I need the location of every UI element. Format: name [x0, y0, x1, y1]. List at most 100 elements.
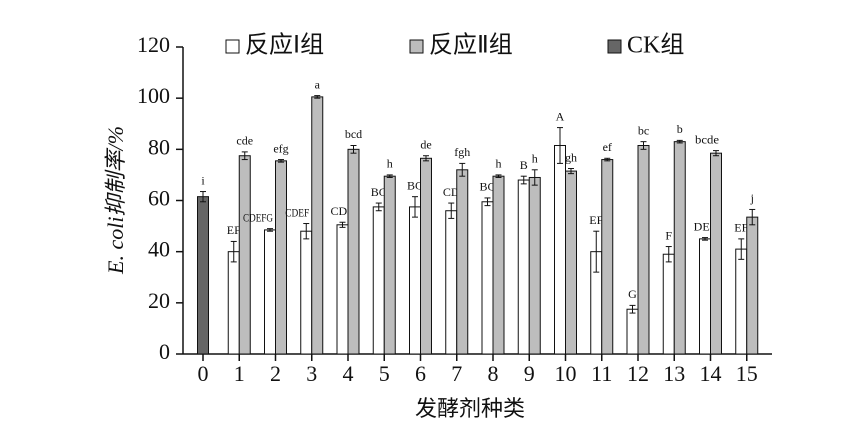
bar: [699, 238, 711, 355]
legend-label: 反应Ⅱ组: [429, 32, 513, 59]
bar: [300, 230, 313, 355]
error-bar: [604, 157, 611, 162]
error-bar: [303, 223, 310, 240]
data-label: bcd: [345, 127, 362, 141]
error-bar: [629, 304, 636, 314]
error-bar: [520, 175, 527, 185]
data-label: CDEFG: [243, 210, 273, 224]
error-bar: [459, 162, 466, 177]
bar: [637, 144, 650, 355]
error-bar: [200, 191, 206, 203]
x-tick-label: 11: [591, 361, 612, 386]
data-label: gh: [565, 150, 577, 164]
bar: [264, 229, 276, 355]
x-axis-label: 发酵剂种类: [415, 396, 525, 421]
data-label: ef: [603, 140, 612, 154]
x-tick-label: 7: [451, 361, 462, 386]
data-label: CDEF: [285, 205, 309, 219]
bar: [275, 160, 287, 355]
bar: [409, 206, 421, 355]
error-bar: [495, 174, 502, 178]
data-label: h: [496, 157, 502, 171]
bar: [565, 170, 577, 355]
error-bar: [713, 150, 719, 157]
data-label: efg: [273, 141, 288, 155]
y-tick-label: 60: [148, 186, 170, 211]
bar: [492, 175, 505, 355]
error-bar: [230, 240, 237, 263]
data-label: BC: [407, 178, 423, 192]
x-tick-label: 2: [270, 361, 281, 386]
data-label: EF: [227, 223, 241, 237]
data-label: cde: [236, 134, 253, 148]
data-label: BC: [479, 180, 495, 194]
bar: [383, 175, 396, 355]
error-bar: [314, 95, 321, 99]
data-label: h: [387, 157, 393, 171]
x-tick-label: 15: [736, 361, 758, 386]
data-label: j: [750, 191, 754, 205]
x-tick-label: 9: [524, 361, 535, 386]
bar: [481, 201, 494, 355]
bar: [227, 251, 240, 355]
legend-label: 反应Ⅰ组: [245, 32, 324, 59]
error-bar: [676, 139, 683, 144]
bar: [735, 248, 748, 355]
bar: [420, 157, 432, 355]
data-label: b: [677, 122, 683, 136]
error-bar: [665, 246, 672, 263]
x-tick-label: 8: [488, 361, 499, 386]
bar: [710, 152, 722, 355]
error-bar: [738, 238, 745, 260]
error-bar: [350, 144, 357, 154]
error-bar: [375, 202, 382, 212]
error-bar: [593, 230, 600, 273]
error-bar: [531, 169, 538, 186]
data-label: G: [628, 287, 637, 301]
bar: [528, 176, 541, 355]
error-bar: [702, 237, 708, 241]
y-tick-label: 100: [137, 83, 170, 108]
error-bar: [339, 221, 346, 228]
data-label: CD: [443, 185, 460, 199]
bar: [445, 210, 458, 355]
data-label: A: [556, 109, 565, 123]
error-bar: [241, 151, 248, 161]
y-axis-label: E. coli抑制率/%: [103, 126, 128, 275]
legend-swatch: [607, 39, 622, 54]
data-label: a: [315, 77, 321, 91]
data-label: BC: [371, 185, 387, 199]
data-label: de: [420, 137, 431, 151]
x-tick-label: 1: [234, 361, 245, 386]
bar: [197, 196, 209, 355]
x-tick-label: 12: [627, 361, 649, 386]
y-tick-label: 40: [148, 237, 170, 262]
data-label: B: [520, 158, 528, 172]
data-label: i: [201, 173, 205, 187]
legend-swatch: [409, 39, 424, 54]
bar: [746, 216, 759, 355]
bar: [626, 308, 639, 355]
x-tick-label: 5: [379, 361, 390, 386]
x-tick-label: 10: [555, 361, 577, 386]
error-bar: [278, 159, 284, 163]
error-bar: [423, 155, 429, 162]
data-label: F: [665, 228, 672, 242]
bar: [347, 148, 360, 355]
data-label: fgh: [454, 145, 470, 159]
error-bar: [484, 197, 491, 207]
y-tick-label: 80: [148, 134, 170, 159]
data-label: EF: [734, 221, 748, 235]
bar: [238, 155, 251, 355]
error-bar: [267, 228, 273, 232]
bar: [554, 144, 566, 355]
error-bar: [568, 168, 574, 175]
x-tick-label: 3: [306, 361, 317, 386]
error-bar: [386, 174, 393, 178]
bar: [372, 206, 385, 355]
x-tick-label: 13: [663, 361, 685, 386]
error-bar: [448, 202, 455, 219]
x-tick-label: 6: [415, 361, 426, 386]
data-label: h: [532, 152, 538, 166]
data-label: bc: [638, 123, 649, 137]
